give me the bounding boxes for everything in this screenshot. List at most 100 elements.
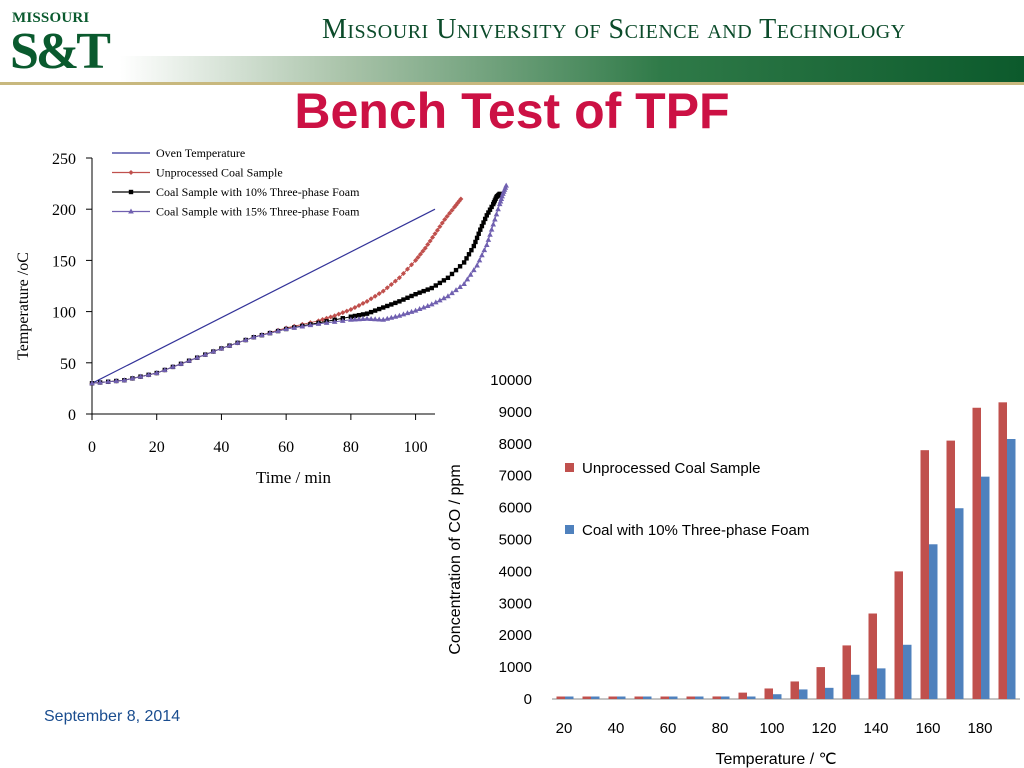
data-point xyxy=(401,297,406,302)
bar-unprocessed xyxy=(634,696,643,699)
bar-unprocessed xyxy=(946,440,955,699)
data-point xyxy=(376,306,382,312)
data-point xyxy=(400,311,407,317)
data-point xyxy=(437,297,443,303)
data-point xyxy=(441,295,447,301)
bar-foam xyxy=(929,544,938,699)
y-tick-label: 0 xyxy=(524,691,532,708)
bar-foam xyxy=(877,668,886,699)
data-point xyxy=(397,299,402,304)
data-point xyxy=(259,332,265,338)
data-point xyxy=(416,306,423,312)
bar-foam xyxy=(825,687,834,699)
y-tick-label: 100 xyxy=(52,305,76,322)
data-point xyxy=(352,316,358,322)
data-point xyxy=(425,242,431,248)
data-point xyxy=(250,334,257,340)
data-point xyxy=(412,307,419,313)
data-point xyxy=(495,206,501,212)
y-axis-title: Temperature /oC xyxy=(15,252,32,360)
bar-foam xyxy=(981,476,990,699)
data-point xyxy=(381,305,386,310)
data-point xyxy=(348,307,354,313)
y-tick-label: 150 xyxy=(52,253,76,270)
data-point xyxy=(428,301,435,307)
series-0 xyxy=(91,208,436,384)
data-point xyxy=(476,231,481,236)
bar-foam xyxy=(617,696,626,699)
data-point xyxy=(453,287,459,293)
data-point xyxy=(331,318,338,324)
y-tick-label: 6000 xyxy=(499,500,532,517)
y-tick-label: 1000 xyxy=(499,659,532,676)
slide-title: Bench Test of TPF xyxy=(294,83,730,139)
x-tick-label: 60 xyxy=(278,439,294,456)
data-point xyxy=(400,270,406,276)
logo-wordmark: MISSOURI xyxy=(12,10,90,26)
university-name: Missouri University of Science and Techn… xyxy=(322,14,906,45)
data-point xyxy=(299,323,306,329)
data-point xyxy=(178,360,184,366)
data-point xyxy=(497,191,502,197)
x-tick-label: 20 xyxy=(556,720,573,737)
data-point xyxy=(425,287,430,292)
data-point xyxy=(445,275,451,281)
data-point xyxy=(364,315,370,321)
data-point xyxy=(489,204,494,210)
series-line xyxy=(91,208,436,384)
data-point xyxy=(372,308,378,313)
data-point xyxy=(145,371,152,377)
data-point xyxy=(420,248,426,254)
data-point xyxy=(332,313,338,319)
series-2 xyxy=(89,191,502,386)
data-point xyxy=(427,238,433,244)
header-divider xyxy=(0,82,1024,85)
data-point xyxy=(291,324,298,330)
data-point xyxy=(388,281,394,287)
data-point xyxy=(439,220,445,226)
y-tick-label: 3000 xyxy=(499,595,532,612)
y-axis-title: Concentration of CO / ppm xyxy=(447,464,464,654)
data-point xyxy=(323,319,330,325)
data-point xyxy=(484,213,489,218)
legend-label: Coal Sample with 15% Three-phase Foam xyxy=(156,205,360,219)
data-point xyxy=(444,213,450,219)
bar-unprocessed xyxy=(998,402,1007,699)
data-point xyxy=(128,189,134,195)
data-point xyxy=(474,262,480,268)
data-point xyxy=(413,291,418,297)
data-point xyxy=(409,262,415,268)
data-point xyxy=(283,326,289,332)
data-point xyxy=(404,310,411,316)
bar-unprocessed xyxy=(738,692,747,699)
data-point xyxy=(348,314,354,319)
bar-unprocessed xyxy=(790,681,799,699)
data-point xyxy=(128,170,134,175)
data-point xyxy=(434,227,440,233)
data-point xyxy=(393,300,398,306)
data-point xyxy=(385,303,390,309)
data-point xyxy=(352,305,358,311)
bar-foam xyxy=(955,508,964,699)
data-point xyxy=(186,357,192,363)
data-point xyxy=(360,316,366,322)
bar-unprocessed xyxy=(764,688,773,699)
data-point xyxy=(348,316,354,322)
x-axis-title: Time / min xyxy=(256,468,331,487)
bar-unprocessed xyxy=(582,696,591,699)
data-point xyxy=(392,278,398,284)
data-point xyxy=(368,316,374,322)
data-point xyxy=(457,264,463,269)
data-point xyxy=(432,231,438,237)
bar-unprocessed xyxy=(660,696,669,699)
data-point xyxy=(356,316,362,322)
legend-label: Coal Sample with 10% Three-phase Foam xyxy=(156,185,360,199)
data-point xyxy=(457,284,463,290)
data-point xyxy=(344,308,350,314)
data-point xyxy=(97,379,103,385)
y-tick-label: 50 xyxy=(60,356,76,373)
data-point xyxy=(339,317,346,323)
data-point xyxy=(340,310,346,316)
data-point xyxy=(464,256,469,261)
data-point xyxy=(478,227,483,232)
